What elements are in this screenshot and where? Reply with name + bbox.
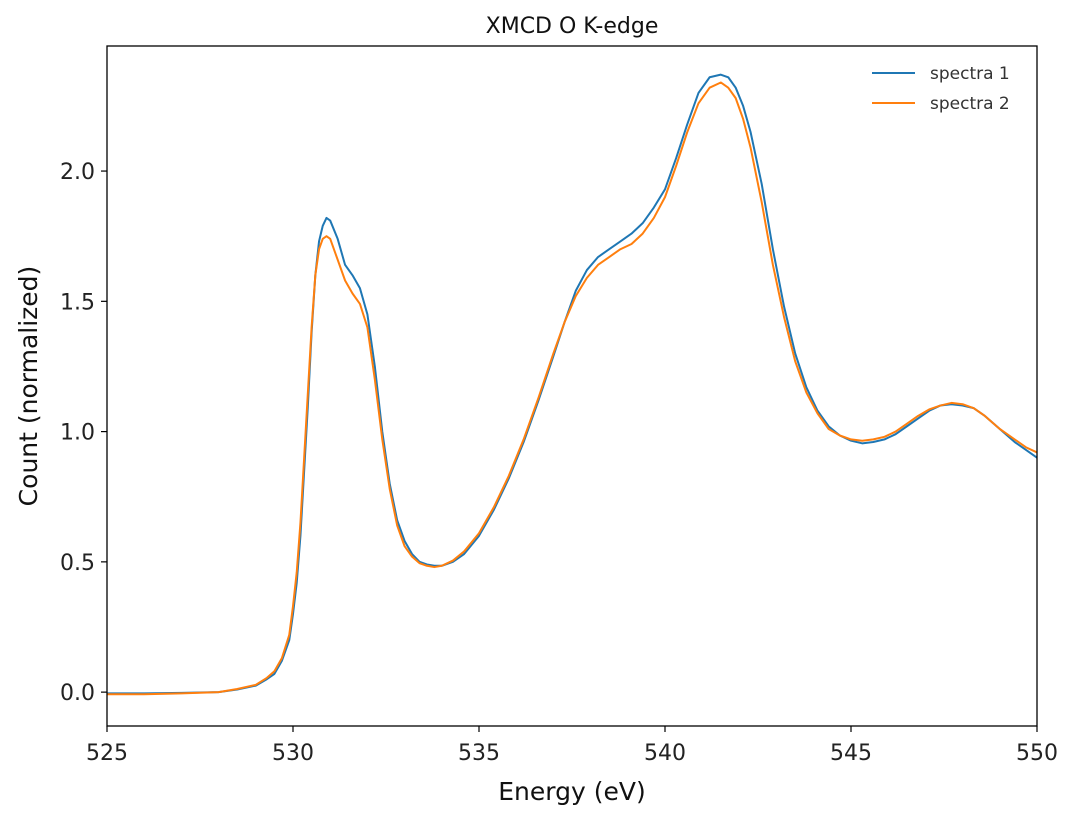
y-tick-label: 1.5 (60, 290, 95, 315)
chart-title: XMCD O K-edge (486, 14, 659, 39)
y-tick-label: 0.0 (60, 681, 95, 706)
y-tick-label: 0.5 (60, 551, 95, 576)
y-axis-label: Count (normalized) (14, 266, 43, 507)
series-lines (107, 73, 1038, 696)
x-tick-label: 535 (458, 741, 500, 766)
x-tick-label: 530 (272, 741, 314, 766)
x-tick-label: 525 (86, 741, 128, 766)
plot-area-frame (106, 45, 1038, 727)
series-line-spectra-1 (107, 73, 1038, 695)
x-tick-label: 550 (1016, 741, 1058, 766)
y-tick-label: 1.0 (60, 421, 95, 446)
x-tick-label: 545 (830, 741, 872, 766)
y-tick-label: 2.0 (60, 160, 95, 185)
x-tick-label: 540 (644, 741, 686, 766)
axis-ticks: 525 530 535 540 545 550 0.0 0.5 1.0 1.5 2.0 (60, 160, 1058, 766)
legend: spectra 1 spectra 2 (872, 64, 1010, 114)
x-axis-label: Energy (eV) (498, 777, 645, 806)
series-line-spectra-2 (107, 81, 1038, 696)
legend-label-spectra-2: spectra 2 (930, 94, 1010, 114)
legend-label-spectra-1: spectra 1 (930, 64, 1010, 84)
